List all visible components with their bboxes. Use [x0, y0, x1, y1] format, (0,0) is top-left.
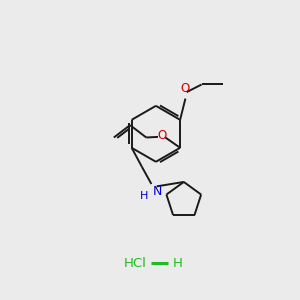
- Text: HCl: HCl: [124, 257, 147, 270]
- Text: N: N: [153, 185, 162, 199]
- Text: H: H: [140, 191, 148, 201]
- Text: H: H: [173, 257, 183, 270]
- Text: O: O: [181, 82, 190, 95]
- Text: O: O: [157, 129, 167, 142]
